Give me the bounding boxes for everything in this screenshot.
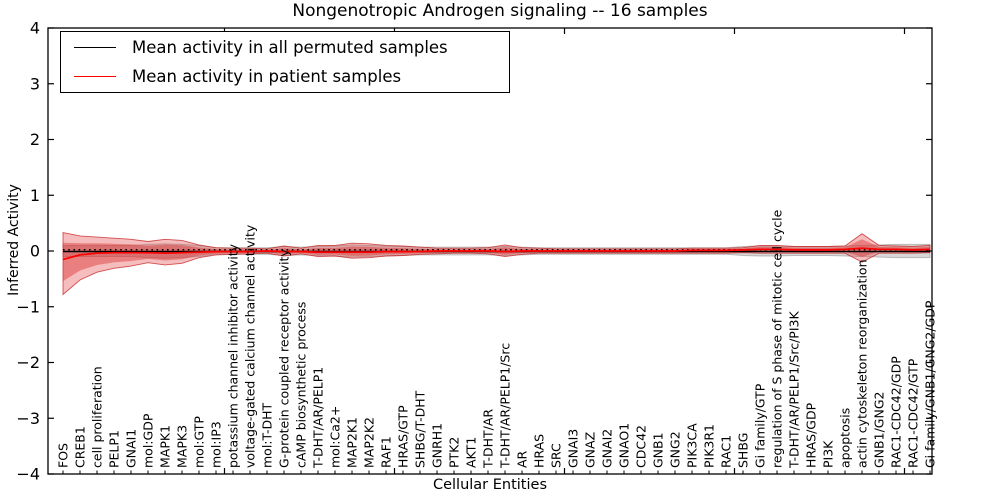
x-tick-label: PIK3R1 xyxy=(702,424,717,468)
x-tick-label: Gi family/GNB1/GNG2/GDP xyxy=(923,300,938,468)
x-tick-label: GNB1/GNG2 xyxy=(872,392,887,468)
x-tick-label: T-DHT/AR/PELP1/Src xyxy=(498,343,513,469)
x-tick-label: GNAI2 xyxy=(600,429,615,468)
x-tick-label: GNB1 xyxy=(651,432,666,468)
y-tick-label: 2 xyxy=(30,130,40,149)
x-tick-label: T-DHT/AR/PELP1 xyxy=(311,367,326,469)
y-tick-label: −4 xyxy=(16,465,40,484)
y-tick-label: −2 xyxy=(16,353,40,372)
y-tick-label: 3 xyxy=(30,74,40,93)
x-tick-label: cAMP biosynthetic process xyxy=(294,302,309,468)
x-tick-label: SHBG/T-DHT xyxy=(413,390,428,468)
x-tick-label: AKT1 xyxy=(464,437,479,468)
x-tick-label: regulation of S phase of mitotic cell cy… xyxy=(770,209,785,468)
y-tick-label: −1 xyxy=(16,297,40,316)
x-tick-label: RAC1 xyxy=(719,435,734,468)
y-tick-label: 1 xyxy=(30,186,40,205)
x-tick-label: mol:GDP xyxy=(141,413,156,468)
x-tick-label: MAPK1 xyxy=(158,425,173,468)
x-tick-label: RAF1 xyxy=(379,436,394,468)
x-tick-label: GNG2 xyxy=(668,431,683,468)
patient-std-band xyxy=(62,232,931,296)
x-tick-label: CDC42 xyxy=(634,425,649,468)
x-tick-label: T-DHT/AR/PELP1/Src/PI3K xyxy=(787,311,802,469)
patient-line-swatch xyxy=(74,75,116,77)
series-line-mean-activity-in-patient-samples xyxy=(62,247,931,261)
x-tick-label: apoptosis xyxy=(838,408,853,468)
x-tick-label: potassium channel inhibitor activity xyxy=(226,243,241,468)
x-tick-label: T-DHT/AR xyxy=(481,409,496,469)
y-tick-label: 0 xyxy=(30,242,40,261)
x-tick-label: mol:T-DHT xyxy=(260,402,275,468)
x-tick-label: AR xyxy=(515,450,530,468)
x-tick-label: RAC1-CDC42/GTP xyxy=(906,358,921,468)
legend-label-permuted: Mean activity in all permuted samples xyxy=(132,38,448,58)
x-tick-label: GNAZ xyxy=(583,432,598,468)
x-tick-label: HRAS xyxy=(532,434,547,468)
x-tick-label: mol:IP3 xyxy=(209,421,224,468)
x-tick-label: cell proliferation xyxy=(90,366,105,468)
x-tick-label: HRAS/GDP xyxy=(804,402,819,468)
x-axis-label: Cellular Entities xyxy=(432,477,548,493)
x-tick-label: SHBG xyxy=(736,433,751,468)
permuted-line-swatch xyxy=(74,47,116,49)
legend-item-patient: Mean activity in patient samples xyxy=(61,63,509,89)
x-tick-label: GNAO1 xyxy=(617,423,632,468)
chart-title: Nongenotropic Androgen signaling -- 16 s… xyxy=(292,1,708,21)
x-tick-label: mol:Ca2+ xyxy=(328,406,343,468)
x-tick-label: MAPK3 xyxy=(175,425,190,468)
x-tick-label: PELP1 xyxy=(107,430,122,468)
x-tick-label: HRAS/GTP xyxy=(396,405,411,468)
x-tick-label: G-protein coupled receptor activity xyxy=(277,249,292,468)
y-tick-label: −3 xyxy=(16,409,40,428)
x-tick-label: CREB1 xyxy=(73,426,88,468)
x-tick-label: RAC1-CDC42/GDP xyxy=(889,356,904,468)
legend-label-patient: Mean activity in patient samples xyxy=(132,66,402,86)
x-tick-label: voltage-gated calcium channel activity xyxy=(243,224,258,468)
x-tick-label: GNAI3 xyxy=(566,429,581,468)
x-tick-label: Gi family/GTP xyxy=(753,383,768,468)
x-tick-label: FOS xyxy=(56,443,71,468)
x-tick-label: GNAI1 xyxy=(124,429,139,468)
x-tick-label: GNRH1 xyxy=(430,423,445,468)
x-tick-label: MAP2K2 xyxy=(362,417,377,468)
x-tick-label: mol:GTP xyxy=(192,416,207,468)
x-tick-label: PI3K xyxy=(821,440,836,468)
legend-item-permuted: Mean activity in all permuted samples xyxy=(61,35,509,61)
legend: Mean activity in all permuted samples Me… xyxy=(60,31,510,93)
x-tick-label: actin cytoskeleton reorganization xyxy=(855,259,870,468)
x-tick-label: MAP2K1 xyxy=(345,417,360,468)
y-tick-label: 4 xyxy=(30,19,40,38)
x-tick-label: PTK2 xyxy=(447,437,462,468)
x-tick-label: SRC xyxy=(549,443,564,468)
x-tick-label: PIK3CA xyxy=(685,423,700,468)
